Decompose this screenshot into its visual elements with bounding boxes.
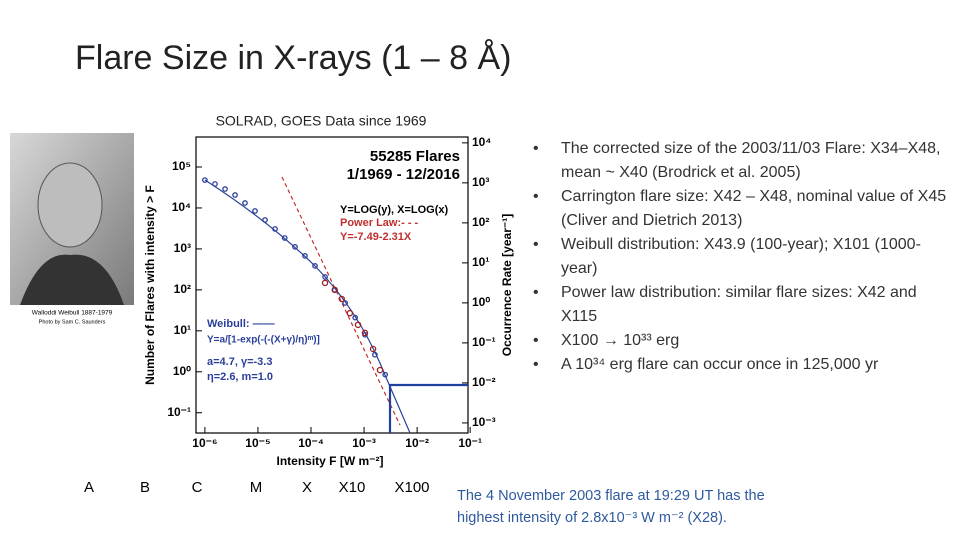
y2-tick-label: 10⁰ (472, 295, 490, 309)
data-point (372, 351, 378, 358)
power-law-fit (281, 176, 401, 426)
y2-tick-label: 10³ (472, 175, 489, 189)
slide-title: Flare Size in X-rays (1 – 8 Å) (75, 39, 511, 77)
y2-axis-title: Occurrence Rate [year⁻¹] (500, 214, 514, 356)
threshold-line (388, 383, 468, 433)
x-tick-label: 10⁻⁵ (245, 436, 270, 450)
y2-tick-label: 10⁻² (472, 375, 496, 389)
data-point (242, 200, 248, 206)
portrait-head (37, 162, 103, 248)
caption: The 4 November 2003 flare at 19:29 UT ha… (457, 488, 765, 526)
flare-class-label: A (84, 479, 94, 496)
data-point (312, 263, 318, 269)
flare-class-label: B (140, 479, 150, 496)
flare-class-label: X (302, 479, 312, 496)
x-tick-label: 10⁻⁶ (192, 436, 217, 450)
data-point (338, 295, 346, 303)
y-tick-label: 10⁻¹ (167, 405, 191, 419)
portrait-credit: Photo by Sam C. Saunders (39, 319, 106, 325)
data-point (272, 226, 278, 232)
x-tick-label: 10⁻¹ (458, 436, 482, 450)
annotation: 1/1969 - 12/2016 (347, 166, 460, 183)
y2-tick-label: 10⁴ (472, 135, 491, 149)
bullet-list: The corrected size of the 2003/11/03 Fla… (533, 137, 953, 377)
annotation: Y=a/[1-exp(-(-(X+γ)/η)ᵐ)] (207, 335, 320, 346)
annotation: Power Law:- - - (340, 217, 419, 229)
y-axis-title: Number of Flares with intensity > F (143, 185, 157, 385)
data-point (252, 208, 258, 214)
data-point (202, 177, 208, 183)
x-tick-label: 10⁻⁴ (298, 436, 324, 450)
annotation: Weibull: —— (207, 318, 275, 330)
data-point (212, 181, 218, 187)
y2-tick-label: 10⁻³ (472, 415, 496, 429)
y-tick-label: 10³ (174, 241, 191, 255)
data-point (331, 286, 338, 294)
bullet: Power law distribution: similar flare si… (533, 281, 953, 329)
y-tick-label: 10⁴ (172, 200, 191, 214)
bullet: The corrected size of the 2003/11/03 Fla… (533, 137, 953, 185)
annotation: 55285 Flares (370, 148, 460, 165)
y2-tick-label: 10² (472, 215, 489, 229)
figure-subtitle: SOLRAD, GOES Data since 1969 (216, 113, 427, 129)
data-point (354, 321, 362, 329)
data-point (342, 300, 348, 306)
annotation: a=4.7, γ=-3.3 (207, 356, 272, 368)
annotation: Y=-7.49-2.31X (340, 231, 412, 243)
y2-tick-label: 10¹ (472, 255, 489, 269)
data-point (382, 371, 389, 378)
data-point (281, 235, 288, 241)
bullet: X100 → 10³³ erg (533, 329, 953, 353)
bullet: A 10³⁴ erg flare can occur once in 125,0… (533, 353, 953, 377)
weibull-fit (204, 179, 411, 434)
y-tick-label: 10⁰ (173, 364, 191, 378)
data-point (322, 274, 328, 280)
data-point (361, 329, 369, 337)
y-tick-label: 10¹ (174, 323, 191, 337)
y2-tick-label: 10⁻¹ (472, 335, 496, 349)
portrait-caption: Walloddi Weibull 1887-1979 (32, 310, 113, 317)
data-point (262, 217, 268, 223)
data-point (352, 314, 359, 321)
data-point (369, 345, 377, 353)
x-tick-label: 10⁻² (405, 436, 429, 450)
bullet: Weibull distribution: X43.9 (100-year); … (533, 233, 953, 281)
flare-class-label: C (192, 479, 203, 496)
x-tick-label: 10⁻³ (352, 436, 376, 450)
y-tick-label: 10⁵ (172, 159, 191, 173)
flare-class-label: M (250, 479, 263, 496)
flare-class-label: X10 (339, 479, 366, 496)
annotation: η=2.6, m=1.0 (207, 371, 273, 383)
bullet: Carrington flare size: X42 – X48, nomina… (533, 185, 953, 233)
data-point (302, 253, 308, 259)
data-point (292, 244, 298, 250)
flare-class-label: X100 (394, 479, 429, 496)
data-point (376, 366, 384, 374)
annotation: Y=LOG(y), X=LOG(x) (340, 204, 449, 216)
data-point (321, 279, 329, 287)
data-point (222, 186, 228, 192)
portrait-body (20, 254, 124, 305)
data-point (232, 192, 238, 198)
x-axis-title: Intensity F [W m⁻²] (277, 454, 384, 468)
plot-frame (195, 136, 469, 434)
y-tick-label: 10² (174, 282, 191, 296)
data-point (346, 309, 354, 317)
